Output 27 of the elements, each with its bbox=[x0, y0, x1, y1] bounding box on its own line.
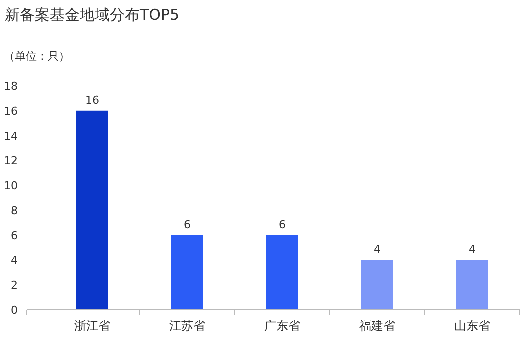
y-tick-label: 10 bbox=[4, 180, 18, 193]
bar bbox=[76, 110, 108, 310]
data-label: 6 bbox=[279, 218, 286, 232]
chart-title: 新备案基金地域分布TOP5 bbox=[5, 6, 180, 24]
y-tick-label: 6 bbox=[11, 229, 18, 242]
data-label: 4 bbox=[374, 243, 381, 256]
y-tick-label: 14 bbox=[4, 130, 18, 143]
data-label: 16 bbox=[86, 94, 100, 107]
data-label: 4 bbox=[469, 243, 476, 256]
y-tick-label: 8 bbox=[11, 204, 18, 218]
y-tick-label: 16 bbox=[4, 104, 18, 118]
y-axis-title: （单位：只） bbox=[4, 50, 70, 63]
x-tick-label: 广东省 bbox=[264, 319, 300, 333]
y-tick-label: 2 bbox=[11, 279, 18, 292]
bar bbox=[172, 235, 204, 310]
bar bbox=[266, 235, 298, 310]
y-tick-label: 0 bbox=[11, 304, 18, 317]
x-tick-label: 浙江省 bbox=[74, 319, 110, 333]
y-tick-label: 18 bbox=[4, 80, 18, 93]
bar bbox=[456, 260, 488, 310]
x-tick-label: 山东省 bbox=[454, 319, 490, 333]
y-tick-label: 12 bbox=[4, 154, 18, 168]
bar bbox=[362, 260, 394, 310]
y-tick-label: 4 bbox=[11, 254, 18, 268]
data-label: 6 bbox=[184, 218, 191, 232]
x-tick-label: 江苏省 bbox=[170, 319, 206, 333]
x-tick-label: 福建省 bbox=[360, 319, 396, 333]
